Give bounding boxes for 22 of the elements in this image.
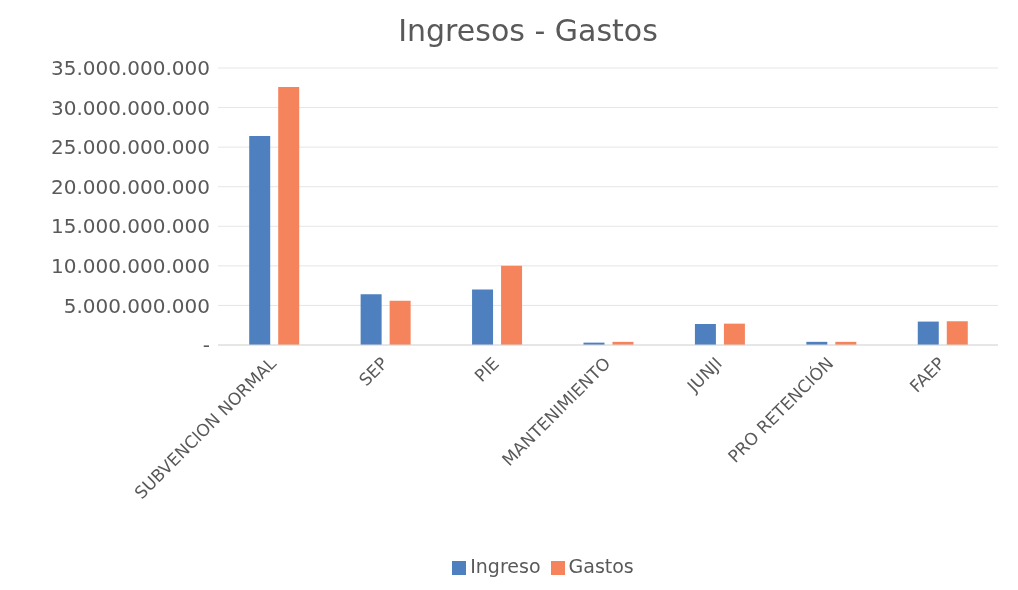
bar: [249, 136, 271, 345]
bar: [723, 323, 745, 345]
bar: [278, 86, 300, 345]
y-tick-label: -: [202, 333, 210, 358]
bar: [501, 265, 523, 345]
bar: [694, 324, 716, 345]
bar: [472, 289, 494, 345]
bar: [946, 321, 968, 345]
bar: [917, 321, 939, 345]
y-tick-label: 35.000.000.000: [50, 56, 210, 81]
bar: [389, 300, 411, 345]
x-tick-label: PIE: [470, 353, 503, 386]
y-tick-label: 10.000.000.000: [50, 253, 210, 278]
legend-label: Ingreso: [470, 555, 541, 577]
legend-label: Gastos: [568, 555, 634, 577]
bar: [360, 294, 382, 345]
y-tick-label: 20.000.000.000: [50, 174, 210, 199]
chart-title: Ingresos - Gastos: [397, 12, 659, 50]
y-tick-label: 15.000.000.000: [50, 214, 210, 239]
y-tick-label: 30.000.000.000: [50, 95, 210, 120]
y-tick-label: 25.000.000.000: [50, 135, 210, 160]
y-tick-label: 5.000.000.000: [63, 293, 210, 318]
